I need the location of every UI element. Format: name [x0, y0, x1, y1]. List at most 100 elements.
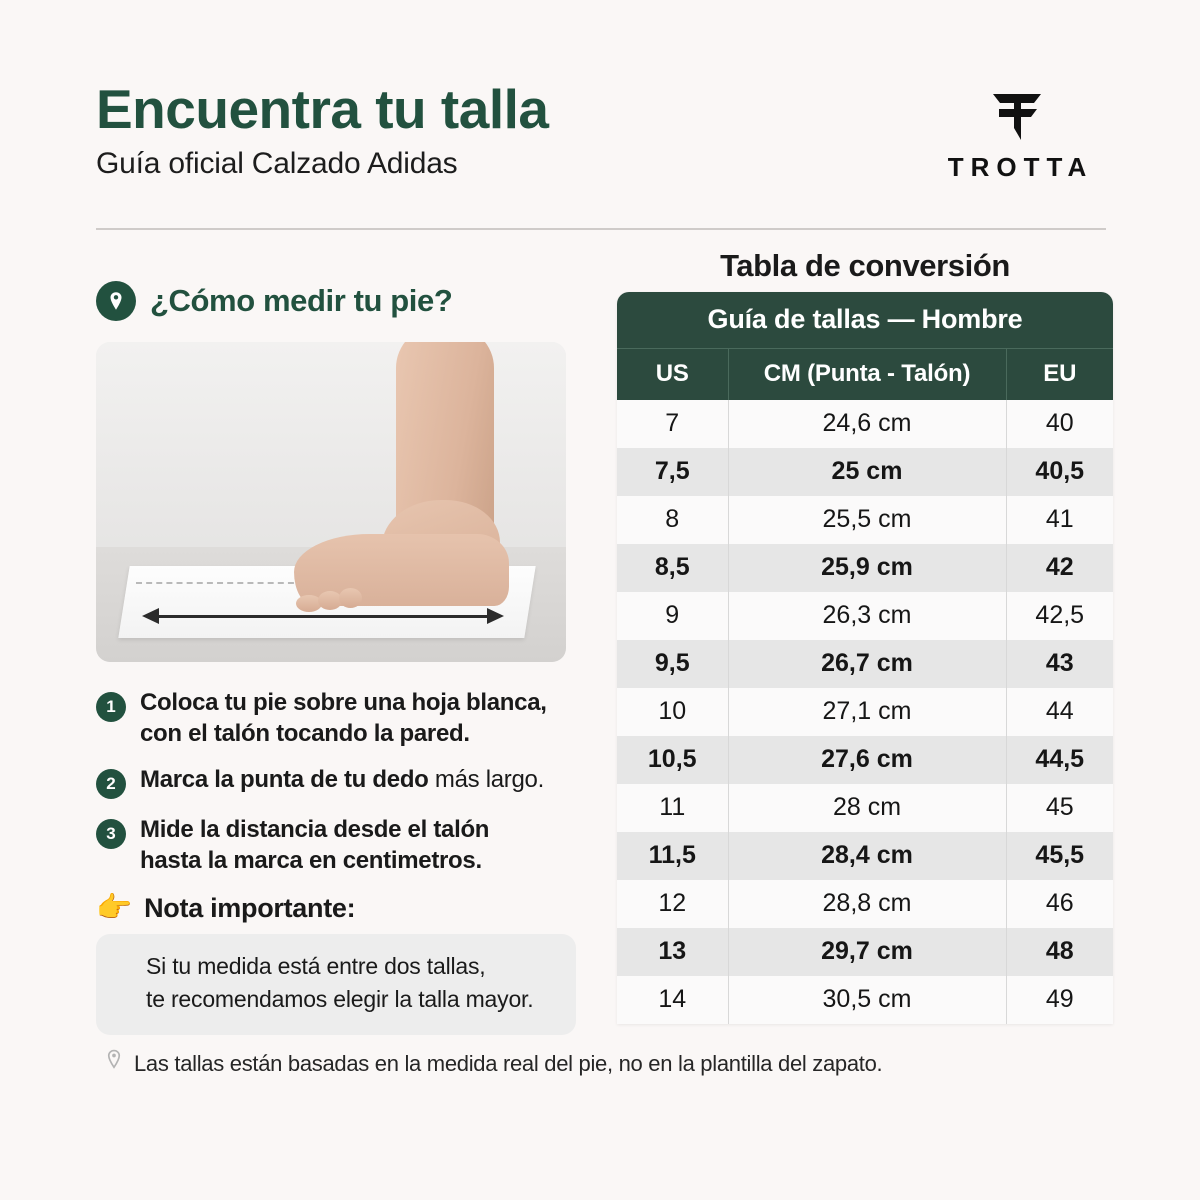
cell-cm: 27,1 cm: [728, 688, 1007, 736]
cell-cm: 30,5 cm: [728, 976, 1007, 1024]
cell-eu: 44,5: [1035, 745, 1085, 773]
cell-us: 14: [617, 976, 729, 1024]
page-header: Encuentra tu talla Guía oficial Calzado …: [96, 82, 1108, 202]
page-title: Encuentra tu talla: [96, 78, 549, 140]
cell-us: 9: [617, 592, 729, 640]
table-row: 9,5 26,7 cm 43: [617, 640, 1114, 688]
footer-note: Las tallas están basadas en la medida re…: [104, 1048, 1104, 1079]
cell-cm: 25,9 cm: [728, 544, 1007, 592]
table-row: 14 30,5 cm 49: [617, 976, 1114, 1024]
table-row: 8 25,5 cm 41: [617, 496, 1114, 544]
note-title: Nota importante:: [144, 892, 356, 923]
cell-eu: 48: [1045, 937, 1074, 965]
cell-us: 9,5: [617, 640, 729, 688]
table-banner-row: Guía de tallas — Hombre: [617, 292, 1114, 349]
step-text: Mide la distancia desde el talón hasta l…: [140, 815, 489, 876]
table-row: 10 27,1 cm 44: [617, 688, 1114, 736]
table-header-row: US CM (Punta - Talón) EU: [617, 348, 1114, 400]
pointing-right-icon: 👉: [96, 891, 133, 924]
step-number-badge: 3: [96, 819, 126, 850]
photo-toe: [339, 588, 362, 608]
step-item: 1 Coloca tu pie sobre una hoja blanca, c…: [96, 688, 576, 749]
arrow-head-left-icon: [142, 608, 159, 624]
footprint-pin-icon: [104, 1048, 124, 1079]
step-text-line1: Marca la punta de tu dedo: [140, 766, 435, 794]
cell-us: 8,5: [617, 544, 729, 592]
cell-cm: 28 cm: [728, 784, 1007, 832]
cell-cm: 29,7 cm: [728, 928, 1007, 976]
cell-cm: 28,8 cm: [728, 880, 1007, 928]
cell-us: 8: [617, 496, 729, 544]
footprint-pin-icon: [96, 281, 136, 321]
brand-logo: TROTTA: [932, 88, 1102, 183]
trotta-monogram-icon: [993, 94, 1041, 140]
cell-cm: 26,7 cm: [728, 640, 1007, 688]
step-item: 3 Mide la distancia desde el talón hasta…: [96, 815, 576, 876]
cell-cm: 24,6 cm: [728, 400, 1007, 448]
cell-us: 7: [617, 400, 729, 448]
title-block: Encuentra tu talla Guía oficial Calzado …: [96, 78, 549, 181]
cell-us: 11: [617, 784, 729, 832]
table-row: 12 28,8 cm 46: [617, 880, 1114, 928]
arrow-head-right-icon: [487, 608, 504, 624]
column-header-eu: EU: [1006, 348, 1114, 400]
table-row: 7,5 25 cm 40,5: [617, 448, 1114, 496]
table-row: 13 29,7 cm 48: [617, 928, 1114, 976]
step-item: 2 Marca la punta de tu dedo más largo.: [96, 765, 576, 800]
cell-us: 7,5: [617, 448, 729, 496]
photo-toe: [296, 595, 322, 612]
table-row: 11 28 cm 45: [617, 784, 1114, 832]
cell-eu: 42: [1045, 553, 1074, 581]
step-text: Marca la punta de tu dedo más largo.: [140, 765, 544, 799]
cell-us: 10: [617, 688, 729, 736]
step-text-line1: Coloca tu pie sobre una hoja blanca,: [140, 689, 547, 716]
photo-wall: [96, 342, 566, 547]
table-row: 9 26,3 cm 42,5: [617, 592, 1114, 640]
cell-eu: 41: [1045, 505, 1074, 533]
note-box: Si tu medida está entre dos tallas, te r…: [96, 933, 576, 1035]
column-header-us: US: [617, 348, 729, 400]
column-header-cm: CM (Punta - Talón): [728, 348, 1007, 400]
table-row: 11,5 28,4 cm 45,5: [617, 832, 1114, 880]
measure-heading-label: ¿Cómo medir tu pie?: [150, 283, 453, 318]
cell-cm: 26,3 cm: [728, 592, 1007, 640]
step-number-badge: 2: [96, 769, 126, 800]
cell-eu: 46: [1045, 889, 1074, 917]
step-text-line2: con el talón tocando la pared.: [140, 719, 470, 747]
cell-eu: 43: [1045, 649, 1074, 677]
photo-toe: [318, 591, 342, 610]
foot-measurement-photo: [96, 342, 566, 662]
cell-eu: 45,5: [1035, 841, 1085, 869]
table-row: 8,5 25,9 cm 42: [617, 544, 1114, 592]
table-body: 7 24,6 cm 40 7,5 25 cm 40,5 8 25,5 cm 41 8,5 25,9 …: [617, 400, 1114, 1024]
cell-us: 11,5: [617, 832, 729, 880]
note-line-2: te recomendamos elegir la talla mayor.: [146, 986, 534, 1013]
measure-heading: ¿Cómo medir tu pie?: [96, 278, 576, 324]
brand-name: TROTTA: [947, 152, 1094, 182]
page-subtitle: Guía oficial Calzado Adidas: [96, 147, 458, 180]
cell-cm: 28,4 cm: [728, 832, 1007, 880]
steps-list: 1 Coloca tu pie sobre una hoja blanca, c…: [96, 688, 576, 877]
header-divider: [96, 228, 1106, 230]
note-line-1: Si tu medida está entre dos tallas,: [146, 952, 486, 979]
photo-measure-arrow: [158, 615, 498, 618]
step-text-line2: hasta la marca en centimetros.: [140, 847, 482, 875]
cell-eu: 40: [1045, 409, 1074, 437]
table-row: 10,5 27,6 cm 44,5: [617, 736, 1114, 784]
cell-us: 10,5: [617, 736, 729, 784]
step-text-line1: Mide la distancia desde el talón: [140, 816, 490, 844]
table-row: 7 24,6 cm 40: [617, 400, 1114, 448]
cell-cm: 27,6 cm: [728, 736, 1007, 784]
note-heading: 👉 Nota importante:: [96, 893, 576, 924]
measure-section: ¿Cómo medir tu pie? 1 Coloca tu pie sobr…: [96, 278, 576, 1035]
cell-us: 12: [617, 880, 729, 928]
step-text-light: más largo.: [434, 766, 544, 794]
cell-us: 13: [617, 928, 729, 976]
cell-eu: 49: [1045, 985, 1074, 1013]
table-caption: Tabla de conversión: [720, 248, 1010, 283]
cell-cm: 25,5 cm: [728, 496, 1007, 544]
cell-eu: 40,5: [1035, 457, 1085, 485]
step-number-badge: 1: [96, 692, 126, 722]
cell-eu: 44: [1045, 697, 1074, 725]
size-conversion-table: Guía de tallas — Hombre US CM (Punta - T…: [617, 292, 1114, 1024]
